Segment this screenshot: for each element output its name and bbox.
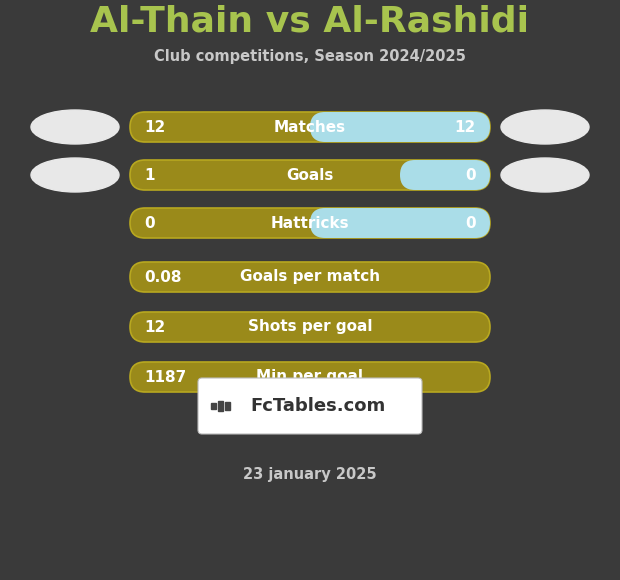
FancyBboxPatch shape (310, 112, 490, 142)
Text: Goals: Goals (286, 168, 334, 183)
Text: 0: 0 (144, 216, 154, 230)
Bar (211, 403, 216, 409)
FancyBboxPatch shape (130, 208, 490, 238)
FancyBboxPatch shape (130, 262, 490, 292)
Ellipse shape (31, 110, 119, 144)
Text: 1187: 1187 (144, 369, 186, 385)
FancyBboxPatch shape (198, 378, 422, 434)
Bar (218, 401, 223, 411)
Bar (225, 402, 230, 410)
FancyBboxPatch shape (130, 362, 490, 392)
Text: Al-Thain vs Al-Rashidi: Al-Thain vs Al-Rashidi (91, 5, 529, 39)
FancyBboxPatch shape (130, 160, 490, 190)
Text: 0: 0 (466, 216, 476, 230)
Text: 0: 0 (466, 168, 476, 183)
Ellipse shape (501, 110, 589, 144)
FancyBboxPatch shape (130, 112, 490, 142)
Text: 23 january 2025: 23 january 2025 (243, 467, 377, 483)
Text: 12: 12 (144, 320, 166, 335)
Text: 12: 12 (454, 119, 476, 135)
Ellipse shape (501, 158, 589, 192)
Text: Matches: Matches (274, 119, 346, 135)
FancyBboxPatch shape (400, 160, 490, 190)
Text: 12: 12 (144, 119, 166, 135)
Text: Club competitions, Season 2024/2025: Club competitions, Season 2024/2025 (154, 49, 466, 64)
Text: 0.08: 0.08 (144, 270, 182, 285)
FancyBboxPatch shape (310, 208, 490, 238)
Ellipse shape (31, 158, 119, 192)
Text: 1: 1 (144, 168, 154, 183)
FancyBboxPatch shape (130, 312, 490, 342)
Text: FcTables.com: FcTables.com (250, 397, 386, 415)
Text: Goals per match: Goals per match (240, 270, 380, 285)
Text: Hattricks: Hattricks (271, 216, 349, 230)
Text: Shots per goal: Shots per goal (248, 320, 372, 335)
Text: Min per goal: Min per goal (257, 369, 363, 385)
